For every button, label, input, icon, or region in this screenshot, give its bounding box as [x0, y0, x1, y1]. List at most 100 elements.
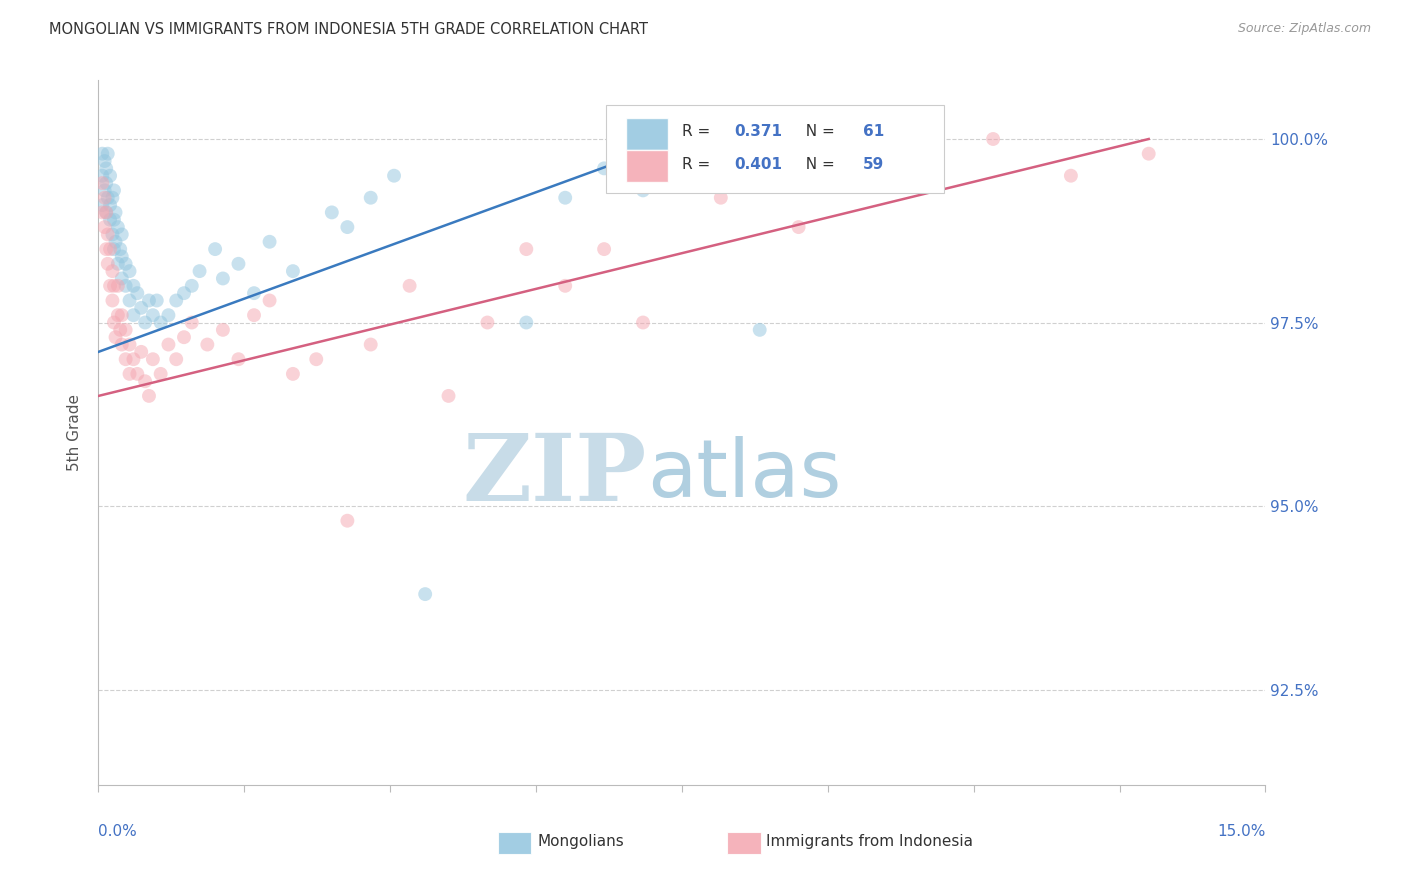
Point [104, 330, 127, 344]
Point [118, 293, 141, 308]
Point [173, 330, 195, 344]
Point [631, 183, 654, 197]
Point [122, 352, 145, 367]
Point [1137, 146, 1160, 161]
Point [259, 235, 281, 249]
Text: R =: R = [682, 124, 716, 139]
Point [114, 257, 136, 271]
Point [101, 191, 124, 205]
Text: R =: R = [682, 157, 716, 172]
Point [93, 191, 115, 205]
Point [554, 191, 576, 205]
Point [111, 227, 134, 242]
Text: 15.0%: 15.0% [1218, 823, 1265, 838]
Point [165, 293, 187, 308]
Point [111, 337, 134, 351]
Point [138, 293, 160, 308]
Point [437, 389, 460, 403]
Point [1060, 169, 1083, 183]
Point [212, 271, 235, 285]
Point [107, 278, 129, 293]
Point [91, 146, 114, 161]
Point [382, 169, 405, 183]
Point [129, 344, 152, 359]
Y-axis label: 5th Grade: 5th Grade [67, 394, 83, 471]
Point [96, 176, 118, 190]
Point [165, 352, 187, 367]
Point [118, 367, 141, 381]
Text: ZIP: ZIP [463, 430, 647, 520]
Point [122, 308, 145, 322]
Point [96, 205, 118, 219]
Point [593, 161, 616, 176]
Point [134, 316, 156, 330]
Point [111, 308, 134, 322]
Point [212, 323, 235, 337]
Point [91, 176, 114, 190]
Point [118, 337, 141, 351]
Point [111, 249, 134, 263]
Text: 0.0%: 0.0% [98, 823, 138, 838]
Point [195, 337, 218, 351]
Point [97, 257, 120, 271]
Point [134, 374, 156, 388]
Point [91, 169, 114, 183]
Text: 0.371: 0.371 [734, 124, 782, 139]
Point [93, 220, 115, 235]
Point [149, 316, 172, 330]
Point [593, 242, 616, 256]
Point [114, 323, 136, 337]
Point [97, 191, 120, 205]
Point [748, 323, 770, 337]
Point [93, 183, 115, 197]
Point [142, 352, 165, 367]
Point [146, 293, 169, 308]
Point [107, 308, 129, 322]
Point [114, 352, 136, 367]
Point [142, 308, 165, 322]
Point [103, 316, 125, 330]
Point [305, 352, 328, 367]
Point [477, 316, 499, 330]
Point [103, 278, 125, 293]
Point [515, 242, 537, 256]
Point [96, 205, 118, 219]
FancyBboxPatch shape [626, 118, 668, 150]
Point [98, 212, 121, 227]
Point [188, 264, 211, 278]
FancyBboxPatch shape [606, 105, 945, 193]
Point [787, 220, 810, 235]
Point [104, 235, 127, 249]
Point [138, 389, 160, 403]
Point [129, 301, 152, 315]
Point [107, 220, 129, 235]
Point [243, 308, 266, 322]
Point [904, 146, 927, 161]
Text: MONGOLIAN VS IMMIGRANTS FROM INDONESIA 5TH GRADE CORRELATION CHART: MONGOLIAN VS IMMIGRANTS FROM INDONESIA 5… [49, 22, 648, 37]
Point [157, 308, 180, 322]
Point [554, 278, 576, 293]
Point [259, 293, 281, 308]
Point [103, 183, 125, 197]
Point [981, 132, 1004, 146]
Point [827, 146, 849, 161]
Point [631, 316, 654, 330]
Text: Immigrants from Indonesia: Immigrants from Indonesia [766, 834, 973, 848]
Point [281, 264, 304, 278]
Point [243, 286, 266, 301]
Point [98, 242, 121, 256]
Point [173, 286, 195, 301]
Point [98, 169, 121, 183]
Point [101, 264, 124, 278]
Point [96, 242, 118, 256]
Point [336, 220, 359, 235]
Point [101, 293, 124, 308]
Point [118, 264, 141, 278]
Point [281, 367, 304, 381]
Point [671, 169, 693, 183]
Point [91, 198, 114, 212]
Point [91, 205, 114, 219]
Point [108, 323, 131, 337]
Text: 61: 61 [863, 124, 884, 139]
Point [127, 286, 149, 301]
